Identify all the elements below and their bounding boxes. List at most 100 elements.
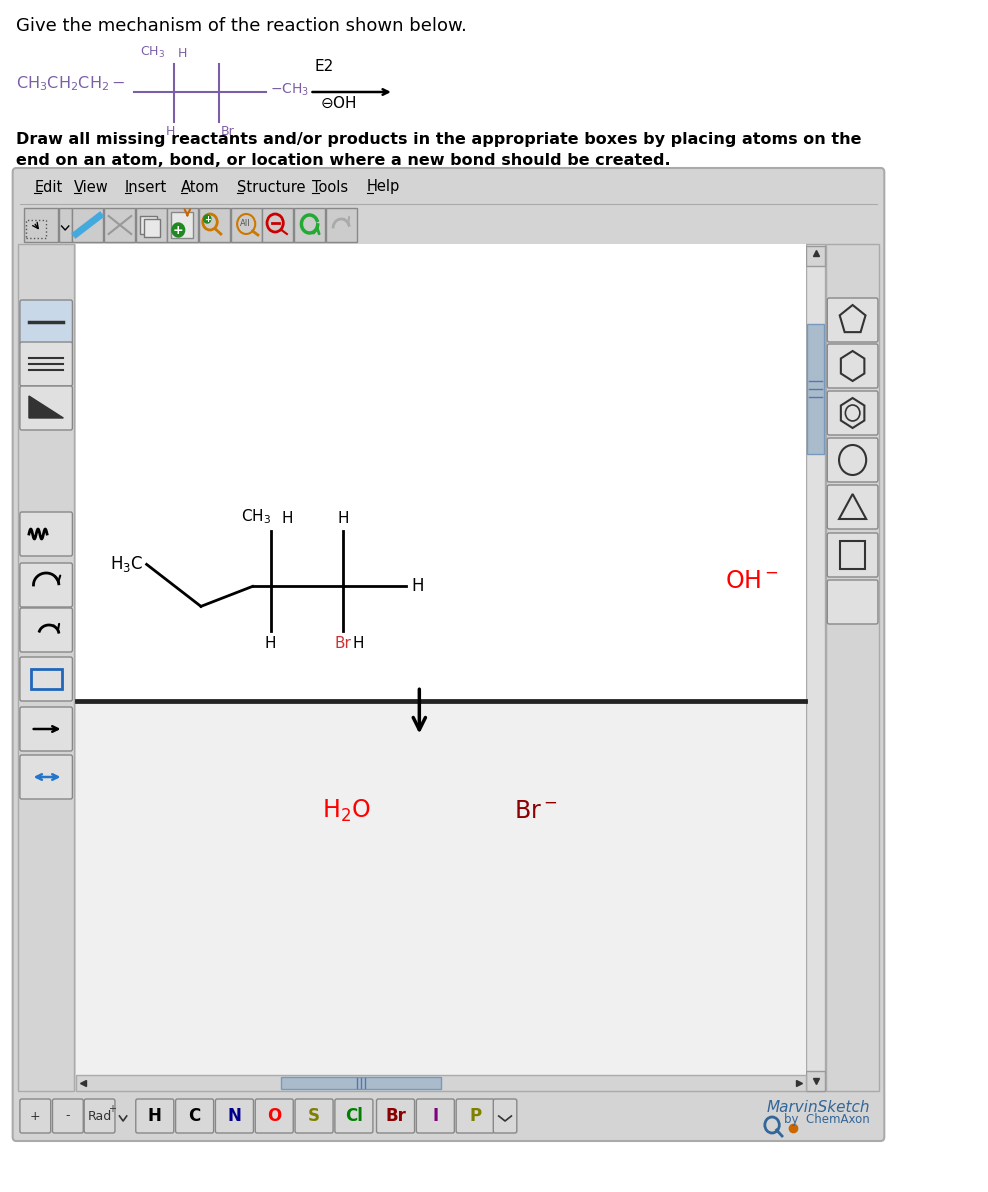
FancyBboxPatch shape bbox=[827, 391, 878, 435]
Bar bbox=[807, 324, 824, 454]
FancyBboxPatch shape bbox=[20, 755, 72, 799]
Text: Edit: Edit bbox=[35, 180, 62, 194]
FancyBboxPatch shape bbox=[13, 168, 884, 1141]
Text: O: O bbox=[267, 1107, 282, 1125]
Bar bbox=[24, 207, 58, 242]
Text: +: + bbox=[30, 1110, 41, 1123]
FancyBboxPatch shape bbox=[135, 1099, 174, 1134]
FancyBboxPatch shape bbox=[295, 1099, 333, 1134]
FancyBboxPatch shape bbox=[20, 513, 72, 555]
Text: H: H bbox=[337, 511, 349, 527]
Text: H: H bbox=[411, 577, 424, 595]
Bar bbox=[135, 207, 167, 242]
Bar bbox=[806, 244, 825, 1091]
Text: MarvinSketch: MarvinSketch bbox=[767, 1100, 869, 1115]
Text: Help: Help bbox=[367, 180, 400, 194]
FancyBboxPatch shape bbox=[20, 342, 72, 386]
Text: $\ominus$OH: $\ominus$OH bbox=[320, 97, 357, 111]
FancyBboxPatch shape bbox=[20, 1099, 50, 1134]
Text: H: H bbox=[265, 637, 277, 651]
Text: $\mathregular{Br^-}$: $\mathregular{Br^-}$ bbox=[515, 800, 558, 824]
Text: H: H bbox=[148, 1107, 162, 1125]
Circle shape bbox=[172, 223, 185, 237]
FancyBboxPatch shape bbox=[827, 298, 878, 342]
Circle shape bbox=[204, 215, 210, 223]
Text: $\mathregular{CH_3}$: $\mathregular{CH_3}$ bbox=[139, 45, 165, 60]
FancyBboxPatch shape bbox=[20, 563, 72, 607]
Text: +: + bbox=[108, 1104, 116, 1115]
FancyBboxPatch shape bbox=[493, 1099, 517, 1134]
FancyBboxPatch shape bbox=[827, 437, 878, 482]
Text: Give the mechanism of the reaction shown below.: Give the mechanism of the reaction shown… bbox=[16, 17, 467, 35]
Text: Cl: Cl bbox=[345, 1107, 363, 1125]
Text: N: N bbox=[227, 1107, 241, 1125]
Text: $\mathregular{H_2O}$: $\mathregular{H_2O}$ bbox=[322, 799, 370, 825]
Bar bbox=[140, 216, 156, 234]
FancyBboxPatch shape bbox=[827, 344, 878, 389]
FancyBboxPatch shape bbox=[376, 1099, 415, 1134]
Bar bbox=[826, 244, 879, 1091]
Text: by  ChemAxon: by ChemAxon bbox=[784, 1113, 869, 1126]
Text: View: View bbox=[74, 180, 109, 194]
Text: H: H bbox=[165, 125, 175, 138]
FancyBboxPatch shape bbox=[827, 581, 878, 623]
Text: $\mathregular{H_3C}$: $\mathregular{H_3C}$ bbox=[110, 554, 143, 575]
Bar bbox=[59, 207, 71, 242]
Text: $\mathregular{CH_3}$: $\mathregular{CH_3}$ bbox=[241, 508, 272, 527]
Bar bbox=[806, 246, 825, 266]
Bar bbox=[263, 207, 293, 242]
Polygon shape bbox=[29, 396, 63, 418]
FancyBboxPatch shape bbox=[20, 608, 72, 652]
Text: -: - bbox=[65, 1110, 70, 1123]
Text: Insert: Insert bbox=[124, 180, 167, 194]
Text: Draw all missing reactants and/or products in the appropriate boxes by placing a: Draw all missing reactants and/or produc… bbox=[16, 132, 862, 147]
FancyBboxPatch shape bbox=[335, 1099, 372, 1134]
Text: I: I bbox=[433, 1107, 439, 1125]
Bar bbox=[231, 207, 262, 242]
Bar bbox=[840, 541, 865, 569]
Bar bbox=[31, 669, 61, 689]
Text: Br: Br bbox=[221, 125, 234, 138]
Bar bbox=[806, 1070, 825, 1091]
Bar bbox=[76, 1075, 806, 1091]
Text: P: P bbox=[469, 1107, 481, 1125]
Bar bbox=[167, 207, 199, 242]
Text: Structure: Structure bbox=[237, 180, 305, 194]
Bar bbox=[76, 244, 806, 701]
FancyBboxPatch shape bbox=[416, 1099, 454, 1134]
Text: $\mathregular{CH_3CH_2CH_2-}$: $\mathregular{CH_3CH_2CH_2-}$ bbox=[16, 75, 125, 93]
Text: H: H bbox=[352, 637, 364, 651]
Text: $\mathregular{OH^-}$: $\mathregular{OH^-}$ bbox=[725, 570, 780, 594]
FancyBboxPatch shape bbox=[20, 386, 72, 430]
Text: S: S bbox=[308, 1107, 320, 1125]
FancyBboxPatch shape bbox=[20, 657, 72, 701]
FancyBboxPatch shape bbox=[255, 1099, 293, 1134]
Text: Tools: Tools bbox=[312, 180, 349, 194]
Text: H: H bbox=[282, 511, 292, 527]
FancyBboxPatch shape bbox=[827, 533, 878, 577]
Text: AII: AII bbox=[240, 219, 251, 229]
Bar bbox=[281, 1078, 442, 1089]
Bar bbox=[18, 244, 74, 1091]
FancyBboxPatch shape bbox=[456, 1099, 494, 1134]
FancyBboxPatch shape bbox=[52, 1099, 83, 1134]
Bar bbox=[326, 207, 357, 242]
Text: $\mathregular{-CH_3}$: $\mathregular{-CH_3}$ bbox=[270, 82, 309, 98]
Text: end on an atom, bond, or location where a new bond should be created.: end on an atom, bond, or location where … bbox=[16, 153, 671, 168]
FancyBboxPatch shape bbox=[827, 485, 878, 529]
Text: Rad: Rad bbox=[87, 1110, 112, 1123]
Bar bbox=[144, 219, 160, 237]
Text: Br: Br bbox=[335, 637, 352, 651]
FancyBboxPatch shape bbox=[84, 1099, 115, 1134]
Text: +: + bbox=[173, 224, 184, 236]
Text: +: + bbox=[204, 215, 210, 224]
FancyBboxPatch shape bbox=[20, 707, 72, 751]
Text: C: C bbox=[189, 1107, 201, 1125]
Bar bbox=[18, 1093, 879, 1135]
Text: Br: Br bbox=[385, 1107, 406, 1125]
Bar bbox=[104, 207, 134, 242]
FancyBboxPatch shape bbox=[20, 300, 72, 344]
Text: E2: E2 bbox=[315, 58, 334, 74]
FancyBboxPatch shape bbox=[215, 1099, 254, 1134]
FancyBboxPatch shape bbox=[176, 1099, 213, 1134]
